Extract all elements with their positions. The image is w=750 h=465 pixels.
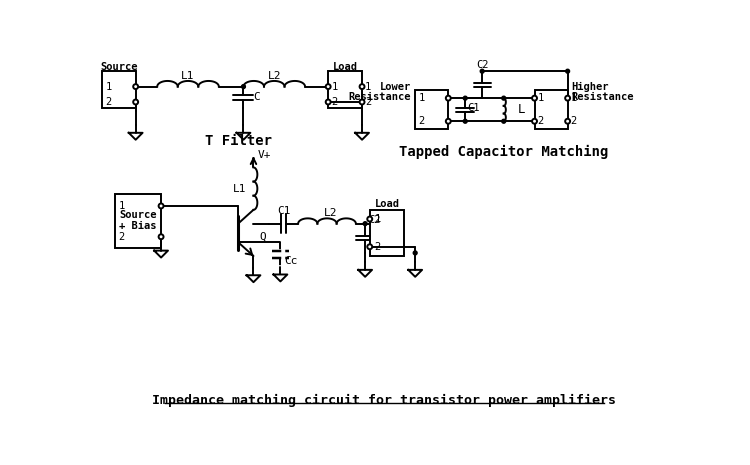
- Text: 2: 2: [332, 97, 338, 107]
- Text: Source: Source: [100, 62, 137, 73]
- Text: L2: L2: [268, 71, 281, 81]
- Text: Lower: Lower: [380, 82, 411, 93]
- Text: 2: 2: [571, 116, 577, 126]
- Text: Q: Q: [260, 232, 266, 242]
- Circle shape: [158, 234, 164, 239]
- Text: 2: 2: [118, 232, 125, 242]
- Circle shape: [242, 85, 245, 88]
- Bar: [115, 194, 161, 248]
- Circle shape: [464, 120, 467, 123]
- Circle shape: [532, 96, 537, 100]
- Circle shape: [566, 119, 570, 124]
- Text: 1: 1: [538, 93, 544, 103]
- Text: C1: C1: [277, 206, 290, 216]
- Text: 1: 1: [118, 201, 125, 211]
- Text: Load: Load: [374, 199, 400, 209]
- Circle shape: [134, 100, 138, 105]
- Text: Tapped Capacitor Matching: Tapped Capacitor Matching: [399, 145, 608, 159]
- Text: C2: C2: [476, 60, 488, 70]
- Text: Impedance matching circuit for transistor power amplifiers: Impedance matching circuit for transisto…: [152, 393, 616, 406]
- Circle shape: [464, 96, 467, 100]
- Circle shape: [480, 69, 484, 73]
- Text: Higher: Higher: [572, 82, 609, 93]
- Text: 2: 2: [365, 97, 371, 107]
- Circle shape: [359, 84, 364, 89]
- Text: 2: 2: [106, 97, 112, 107]
- Circle shape: [502, 120, 506, 123]
- Text: Cc: Cc: [284, 256, 298, 266]
- Text: Source: Source: [119, 210, 157, 220]
- Bar: [102, 71, 136, 108]
- Circle shape: [502, 96, 506, 100]
- Text: L1: L1: [232, 184, 246, 193]
- Circle shape: [158, 204, 164, 208]
- Text: T Filter: T Filter: [205, 133, 272, 147]
- Circle shape: [368, 244, 372, 249]
- Text: L1: L1: [182, 71, 195, 81]
- Text: L2: L2: [324, 208, 338, 218]
- Bar: [370, 210, 404, 256]
- Text: C1: C1: [467, 103, 480, 113]
- Text: C2: C2: [368, 215, 381, 225]
- Text: Load: Load: [332, 62, 358, 73]
- Text: Resistance: Resistance: [572, 92, 634, 102]
- Text: Resistance: Resistance: [349, 92, 411, 102]
- Circle shape: [134, 84, 138, 89]
- Text: 2: 2: [538, 116, 544, 126]
- Text: + Bias: + Bias: [119, 221, 157, 231]
- Circle shape: [326, 84, 331, 89]
- Circle shape: [446, 119, 451, 124]
- Circle shape: [446, 96, 451, 100]
- Text: C: C: [254, 93, 260, 102]
- Circle shape: [413, 251, 417, 255]
- Text: 1: 1: [332, 81, 338, 92]
- Text: 1: 1: [571, 93, 577, 103]
- Text: L: L: [518, 103, 525, 116]
- Text: V+: V+: [257, 150, 271, 160]
- Text: 1: 1: [365, 81, 371, 92]
- Bar: [535, 91, 568, 129]
- Bar: [416, 91, 448, 129]
- Circle shape: [363, 222, 367, 226]
- Circle shape: [326, 100, 331, 105]
- Circle shape: [532, 119, 537, 124]
- Text: 1: 1: [374, 214, 380, 224]
- Text: 1: 1: [419, 93, 424, 103]
- Circle shape: [566, 69, 569, 73]
- Circle shape: [359, 100, 364, 105]
- Circle shape: [368, 217, 372, 221]
- Text: 2: 2: [374, 242, 380, 252]
- Bar: [328, 71, 362, 108]
- Text: 2: 2: [419, 116, 424, 126]
- Text: 1: 1: [106, 81, 112, 92]
- Circle shape: [566, 96, 570, 100]
